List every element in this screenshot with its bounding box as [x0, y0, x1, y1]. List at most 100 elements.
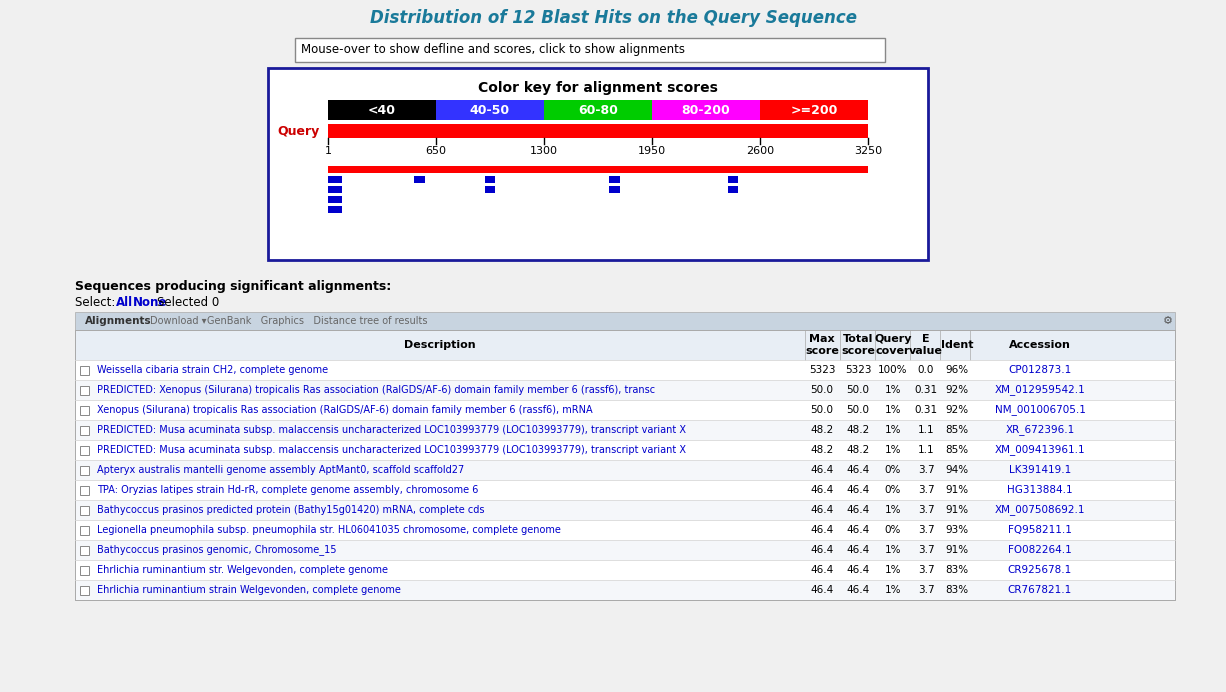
Bar: [75, 380, 1175, 400]
Text: 0%: 0%: [885, 485, 901, 495]
Text: XR_672396.1: XR_672396.1: [1005, 425, 1075, 435]
Text: 48.2: 48.2: [810, 445, 834, 455]
Text: Distribution of 12 Blast Hits on the Query Sequence: Distribution of 12 Blast Hits on the Que…: [369, 9, 857, 27]
Text: 1%: 1%: [885, 405, 901, 415]
Text: Weissella cibaria strain CH2, complete genome: Weissella cibaria strain CH2, complete g…: [97, 365, 329, 375]
Bar: [75, 520, 1175, 540]
Bar: [75, 560, 1175, 580]
Text: 5323: 5323: [845, 365, 872, 375]
Bar: [329, 166, 868, 173]
Bar: [75, 420, 1175, 440]
Text: Query
cover: Query cover: [874, 334, 912, 356]
Text: 93%: 93%: [945, 525, 969, 535]
Text: Color key for alignment scores: Color key for alignment scores: [478, 81, 718, 95]
Text: Ehrlichia ruminantium strain Welgevonden, complete genome: Ehrlichia ruminantium strain Welgevonden…: [97, 585, 401, 595]
Bar: [80, 545, 89, 554]
Text: 0.0: 0.0: [918, 365, 934, 375]
Bar: [727, 186, 738, 193]
Text: 1%: 1%: [885, 585, 901, 595]
Text: 91%: 91%: [945, 545, 969, 555]
Bar: [80, 486, 89, 495]
Bar: [329, 196, 342, 203]
Bar: [80, 505, 89, 514]
Text: 46.4: 46.4: [846, 505, 869, 515]
Text: Accession: Accession: [1009, 340, 1072, 350]
Text: Select:: Select:: [75, 296, 119, 309]
Text: 1%: 1%: [885, 565, 901, 575]
Bar: [295, 38, 885, 62]
Text: Download ▾: Download ▾: [150, 316, 206, 326]
Bar: [268, 68, 928, 260]
Bar: [75, 360, 1175, 380]
Text: Ehrlichia ruminantium str. Welgevonden, complete genome: Ehrlichia ruminantium str. Welgevonden, …: [97, 565, 387, 575]
Text: 46.4: 46.4: [846, 465, 869, 475]
Text: 650: 650: [425, 146, 446, 156]
Text: None: None: [132, 296, 168, 309]
Text: 3.7: 3.7: [918, 525, 934, 535]
Bar: [80, 466, 89, 475]
Text: 3250: 3250: [855, 146, 881, 156]
Text: Apteryx australis mantelli genome assembly AptMant0, scaffold scaffold27: Apteryx australis mantelli genome assemb…: [97, 465, 465, 475]
Text: 91%: 91%: [945, 485, 969, 495]
Text: XM_007508692.1: XM_007508692.1: [994, 504, 1085, 516]
Bar: [727, 176, 738, 183]
Text: 46.4: 46.4: [846, 485, 869, 495]
Text: 40-50: 40-50: [470, 104, 510, 116]
Text: 46.4: 46.4: [810, 545, 834, 555]
Text: 1%: 1%: [885, 545, 901, 555]
Text: 46.4: 46.4: [846, 565, 869, 575]
Text: Xenopus (Silurana) tropicalis Ras association (RalGDS/AF-6) domain family member: Xenopus (Silurana) tropicalis Ras associ…: [97, 405, 592, 415]
Text: Max
score: Max score: [805, 334, 839, 356]
Bar: [652, 100, 760, 120]
Text: NM_001006705.1: NM_001006705.1: [994, 405, 1085, 415]
Text: >=200: >=200: [791, 104, 837, 116]
Bar: [75, 330, 1175, 600]
Text: 3.7: 3.7: [918, 545, 934, 555]
Text: All: All: [116, 296, 134, 309]
Bar: [80, 365, 89, 374]
Text: Bathycoccus prasinos predicted protein (Bathy15g01420) mRNA, complete cds: Bathycoccus prasinos predicted protein (…: [97, 505, 484, 515]
Text: PREDICTED: Xenopus (Silurana) tropicalis Ras association (RalGDS/AF-6) domain fa: PREDICTED: Xenopus (Silurana) tropicalis…: [97, 385, 655, 395]
Bar: [544, 100, 652, 120]
Text: 48.2: 48.2: [846, 445, 869, 455]
Bar: [80, 406, 89, 415]
Text: CR925678.1: CR925678.1: [1008, 565, 1072, 575]
Text: 46.4: 46.4: [810, 585, 834, 595]
Text: 1300: 1300: [530, 146, 558, 156]
Text: Ident: Ident: [940, 340, 973, 350]
Text: 92%: 92%: [945, 385, 969, 395]
Bar: [75, 440, 1175, 460]
Bar: [80, 385, 89, 394]
Text: E
value: E value: [908, 334, 943, 356]
Text: 1.1: 1.1: [918, 425, 934, 435]
Bar: [329, 176, 342, 183]
Text: 1950: 1950: [638, 146, 666, 156]
Text: 3.7: 3.7: [918, 585, 934, 595]
Text: 85%: 85%: [945, 445, 969, 455]
Text: 46.4: 46.4: [810, 525, 834, 535]
Text: CP012873.1: CP012873.1: [1008, 365, 1072, 375]
Text: 46.4: 46.4: [846, 545, 869, 555]
Text: Sequences producing significant alignments:: Sequences producing significant alignmen…: [75, 280, 391, 293]
Text: CR767821.1: CR767821.1: [1008, 585, 1072, 595]
Bar: [75, 480, 1175, 500]
Text: 48.2: 48.2: [846, 425, 869, 435]
Bar: [329, 124, 868, 138]
Text: Alignments: Alignments: [85, 316, 152, 326]
Text: Legionella pneumophila subsp. pneumophila str. HL06041035 chromosome, complete g: Legionella pneumophila subsp. pneumophil…: [97, 525, 560, 535]
Text: 80-200: 80-200: [682, 104, 731, 116]
Text: XM_012959542.1: XM_012959542.1: [994, 385, 1085, 395]
Text: 0.31: 0.31: [915, 405, 938, 415]
Text: ⚙: ⚙: [1163, 316, 1173, 326]
Text: 0%: 0%: [885, 525, 901, 535]
Text: 1%: 1%: [885, 445, 901, 455]
Bar: [75, 312, 1175, 330]
Text: 1%: 1%: [885, 505, 901, 515]
Text: 2600: 2600: [745, 146, 774, 156]
Text: FO082264.1: FO082264.1: [1008, 545, 1072, 555]
Bar: [329, 206, 342, 213]
Bar: [80, 565, 89, 574]
Text: 46.4: 46.4: [846, 525, 869, 535]
Text: 83%: 83%: [945, 585, 969, 595]
Text: 48.2: 48.2: [810, 425, 834, 435]
